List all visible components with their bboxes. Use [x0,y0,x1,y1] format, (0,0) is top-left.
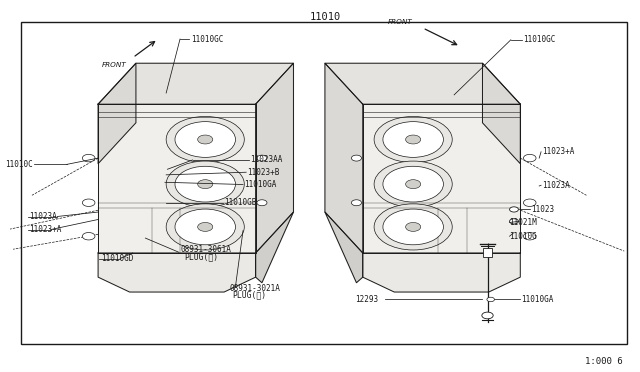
Text: 11023+A: 11023+A [542,147,575,156]
Circle shape [198,180,212,189]
Circle shape [175,209,236,245]
Circle shape [83,232,95,240]
Polygon shape [98,63,294,104]
Polygon shape [363,104,520,253]
Polygon shape [98,253,255,292]
Text: 08931-3061A: 08931-3061A [180,246,231,254]
Circle shape [351,155,362,161]
Text: FRONT: FRONT [388,19,413,25]
Text: 08931-3021A: 08931-3021A [229,284,280,293]
Circle shape [524,232,536,240]
Text: 11023+B: 11023+B [248,168,280,177]
Polygon shape [98,104,255,253]
Circle shape [406,222,420,231]
Circle shape [487,297,495,302]
Text: PLUG(): PLUG() [232,291,266,299]
Text: 11010C: 11010C [5,160,33,169]
Text: 11023A: 11023A [542,181,570,190]
Polygon shape [255,212,294,283]
Text: 1:000 6: 1:000 6 [585,357,622,366]
Circle shape [374,161,452,207]
Circle shape [524,154,536,162]
Text: 11023: 11023 [531,205,554,214]
Text: 12293: 12293 [355,295,378,304]
Circle shape [524,199,536,206]
Text: 11010GC: 11010GC [191,35,223,44]
Circle shape [166,204,244,250]
Circle shape [482,312,493,319]
Circle shape [198,135,212,144]
Text: 11010GB: 11010GB [224,198,257,207]
Circle shape [175,166,236,202]
Circle shape [351,200,362,206]
Text: 11010GA: 11010GA [522,295,554,304]
Circle shape [83,154,95,162]
Circle shape [383,209,444,245]
Text: 11023AA: 11023AA [251,155,283,164]
Text: 11023+A: 11023+A [29,225,61,234]
Bar [21,22,627,344]
Text: 11010GA: 11010GA [244,180,276,189]
Text: 11023A: 11023A [29,212,56,221]
Circle shape [374,204,452,250]
Polygon shape [363,253,520,292]
Polygon shape [325,212,363,283]
Circle shape [406,180,420,189]
Text: PLUG(): PLUG() [184,252,218,261]
Circle shape [257,155,267,161]
Circle shape [257,200,267,206]
Circle shape [83,199,95,206]
Text: 11010GC: 11010GC [523,35,555,44]
Polygon shape [483,63,520,164]
Circle shape [175,122,236,157]
Circle shape [166,161,244,207]
Circle shape [509,219,518,224]
Polygon shape [325,63,363,253]
Circle shape [406,135,420,144]
Circle shape [383,122,444,157]
Text: 11021M: 11021M [509,218,538,227]
Circle shape [509,207,518,212]
Polygon shape [325,63,520,104]
Circle shape [383,166,444,202]
Circle shape [198,222,212,231]
Circle shape [166,116,244,163]
Polygon shape [255,63,294,253]
Text: 11010G: 11010G [509,232,538,241]
Bar [483,248,492,257]
Text: 11010: 11010 [309,12,340,22]
Text: 11010GD: 11010GD [100,254,133,263]
Circle shape [374,116,452,163]
Polygon shape [98,63,136,164]
Text: FRONT: FRONT [102,62,126,68]
